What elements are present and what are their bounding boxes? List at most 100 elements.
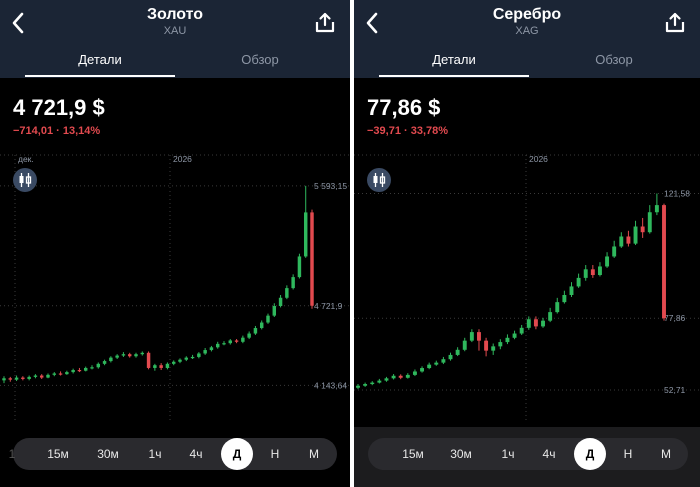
candle — [266, 313, 270, 324]
candle — [215, 341, 220, 349]
candle-body — [127, 354, 132, 357]
back-chevron-icon[interactable] — [8, 10, 30, 36]
tab-overview[interactable]: Обзор — [241, 52, 279, 67]
candle-body — [2, 378, 6, 381]
candle-body — [420, 368, 425, 372]
tab-details[interactable]: Детали — [78, 52, 122, 67]
tab-details[interactable]: Детали — [432, 52, 476, 67]
candle — [190, 354, 195, 360]
candle-body — [405, 374, 410, 378]
candle — [555, 297, 560, 314]
candle — [455, 347, 460, 357]
candle — [102, 359, 107, 366]
candle-body — [65, 372, 69, 375]
candle — [384, 376, 389, 382]
candle-body — [291, 277, 295, 289]
candle — [526, 316, 531, 330]
candle — [633, 220, 638, 246]
candle — [310, 209, 314, 309]
candle-body — [266, 315, 270, 323]
timeframe-30m[interactable]: 30м — [450, 447, 472, 461]
candle-body — [159, 365, 163, 368]
indicator-button[interactable] — [367, 168, 391, 192]
candle — [662, 203, 666, 321]
timeframe-1h[interactable]: 1ч — [501, 447, 515, 461]
candle — [448, 352, 453, 361]
candle-body — [555, 302, 560, 313]
candle — [356, 384, 360, 390]
candle-body — [384, 378, 389, 381]
tab-underline — [25, 75, 175, 77]
page-title: Серебро — [492, 6, 562, 23]
candle — [134, 352, 138, 358]
timeframe-week[interactable]: Н — [270, 447, 280, 461]
candle-body — [178, 359, 182, 362]
y-axis-label: 121,58 — [664, 188, 690, 198]
candle — [533, 316, 538, 330]
timeframe-30m[interactable]: 30м — [97, 447, 119, 461]
candle-body — [619, 236, 624, 247]
candle — [127, 352, 132, 358]
x-axis-label: 2026 — [529, 154, 548, 164]
candle-body — [77, 370, 82, 372]
candle — [65, 370, 69, 375]
candle-body — [576, 277, 581, 287]
candlestick-chart[interactable]: 5 593,15 4 721,9 4 143,64 дек. 2026 — [0, 150, 350, 420]
candle — [569, 282, 574, 297]
candle — [222, 341, 226, 346]
candle — [259, 320, 264, 330]
candle-body — [310, 212, 314, 306]
candle — [498, 339, 503, 350]
candle — [71, 368, 75, 374]
candle-body — [505, 337, 510, 343]
candle — [583, 265, 588, 281]
timeframe-15m[interactable]: 15м — [47, 447, 69, 461]
tab-overview[interactable]: Обзор — [595, 52, 633, 67]
candle — [247, 331, 251, 340]
candle-body — [469, 332, 474, 341]
candle — [370, 381, 375, 386]
candle — [541, 317, 545, 328]
candle-body — [597, 266, 602, 276]
timeframe-day[interactable]: Д — [221, 438, 253, 470]
timeframe-month[interactable]: М — [661, 447, 671, 461]
timeframe-1h[interactable]: 1ч — [148, 447, 162, 461]
timeframe-4h[interactable]: 4ч — [189, 447, 203, 461]
back-chevron-icon[interactable] — [362, 10, 384, 36]
candle-body — [209, 347, 214, 351]
candle-body — [90, 367, 94, 369]
candle-body — [14, 377, 19, 380]
indicator-button[interactable] — [13, 168, 37, 192]
candle-body — [190, 356, 195, 359]
candle — [491, 343, 496, 355]
timeframe-month[interactable]: М — [309, 447, 319, 461]
ticker-subtitle: XAU — [163, 25, 187, 37]
candle — [253, 325, 258, 335]
candle-body — [46, 374, 50, 378]
timeframe-15m[interactable]: 15м — [402, 447, 424, 461]
share-icon[interactable] — [664, 12, 686, 34]
candle-body — [541, 320, 545, 327]
candle — [462, 337, 467, 352]
candle-body — [241, 337, 245, 342]
candle — [612, 240, 617, 258]
timeframe-selector: 1 15м 30м 1ч 4ч Д Н М — [9, 438, 337, 470]
price: 4 721,9 $ — [13, 95, 105, 120]
candle — [209, 345, 214, 352]
timeframe-day[interactable]: Д — [574, 438, 606, 470]
candle — [8, 376, 13, 382]
candle-body — [140, 352, 145, 355]
candlestick-chart[interactable]: 121,58 77,86 52,71 2026 — [354, 150, 700, 420]
candle — [412, 369, 417, 377]
candle-body — [548, 312, 553, 321]
candle — [83, 366, 88, 372]
y-axis-label: 77,86 — [664, 313, 686, 323]
indicator-icon — [19, 173, 32, 187]
candle-body — [633, 226, 638, 244]
candle — [121, 352, 126, 357]
timeframe-4h[interactable]: 4ч — [542, 447, 556, 461]
candle — [377, 378, 382, 384]
share-icon[interactable] — [314, 12, 336, 34]
candle-body — [427, 364, 432, 369]
timeframe-week[interactable]: Н — [623, 447, 633, 461]
